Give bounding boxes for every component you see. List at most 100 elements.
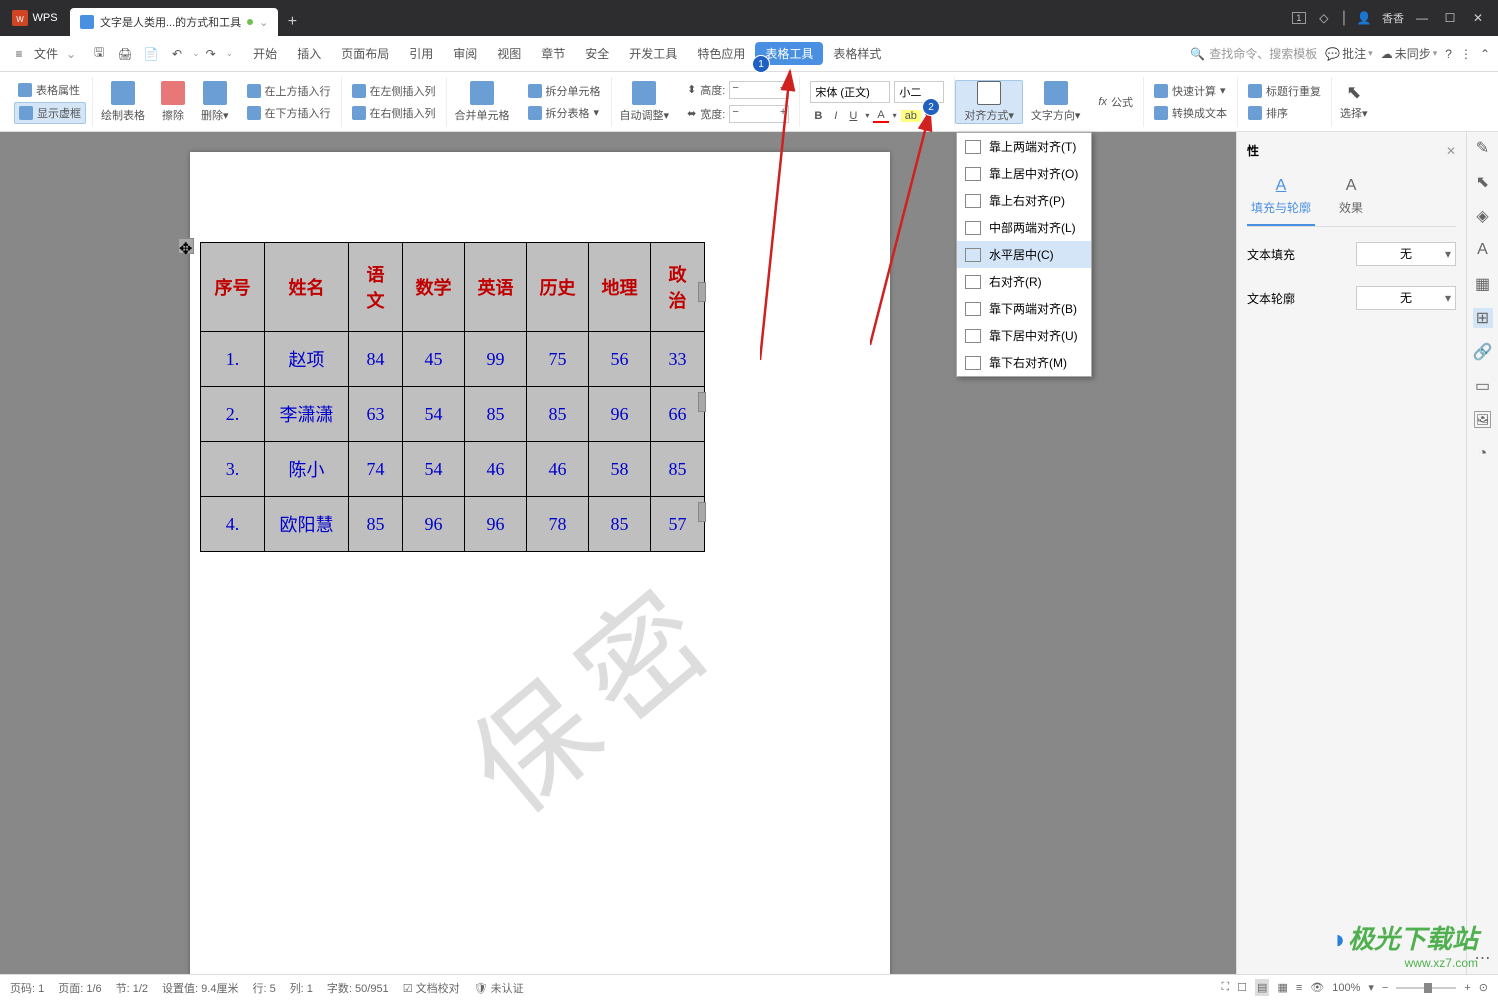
fill-outline-tab[interactable]: A 填充与轮廓 bbox=[1247, 169, 1315, 226]
zoom-label[interactable]: 100% bbox=[1332, 982, 1360, 994]
table-cell[interactable]: 78 bbox=[527, 497, 589, 552]
font-color-button[interactable]: A bbox=[873, 109, 888, 123]
formula-button[interactable]: fx 公式 bbox=[1094, 92, 1137, 112]
page-number[interactable]: 页码: 1 bbox=[10, 980, 44, 996]
grid-icon[interactable]: ▦ bbox=[1473, 274, 1493, 294]
text-a-icon[interactable]: A bbox=[1473, 240, 1493, 260]
table-cell[interactable]: 99 bbox=[465, 332, 527, 387]
table-cell[interactable]: 46 bbox=[527, 442, 589, 497]
draw-table-button[interactable]: 绘制表格 bbox=[93, 81, 153, 123]
table-cell[interactable]: 96 bbox=[589, 387, 651, 442]
sync-button[interactable]: ☁ 未同步 ▾ bbox=[1381, 45, 1438, 62]
align-option[interactable]: 右对齐(R) bbox=[957, 268, 1091, 295]
highlight-button[interactable]: ab bbox=[901, 110, 921, 122]
bold-button[interactable]: B bbox=[810, 110, 826, 122]
auto-adjust-button[interactable]: 自动调整▾ bbox=[612, 81, 678, 123]
table-cell[interactable]: 46 bbox=[465, 442, 527, 497]
view3-button[interactable]: ▦ bbox=[1277, 981, 1287, 994]
menu-开始[interactable]: 开始 bbox=[243, 36, 287, 71]
zoom-slider[interactable] bbox=[1396, 987, 1456, 989]
underline-button[interactable]: U bbox=[845, 110, 861, 122]
table-handle[interactable]: ✥ bbox=[178, 238, 194, 254]
help-button[interactable]: ? bbox=[1445, 47, 1452, 61]
cert-status[interactable]: 🛡 未认证 bbox=[474, 980, 524, 996]
text-fill-select[interactable]: 无 bbox=[1356, 242, 1456, 266]
menu-页面布局[interactable]: 页面布局 bbox=[331, 36, 399, 71]
height-field[interactable]: ⬍高度:−+ bbox=[683, 79, 793, 101]
table-cell[interactable]: 欧阳慧 bbox=[265, 497, 349, 552]
table-cell[interactable]: 85 bbox=[527, 387, 589, 442]
menu-插入[interactable]: 插入 bbox=[287, 36, 331, 71]
table-cell[interactable]: 84 bbox=[349, 332, 403, 387]
table-cell[interactable]: 58 bbox=[589, 442, 651, 497]
page-count[interactable]: 页面: 1/6 bbox=[58, 980, 101, 996]
table-cell[interactable]: 56 bbox=[589, 332, 651, 387]
panel-close-button[interactable]: ✕ bbox=[1446, 144, 1456, 158]
table-header-cell[interactable]: 语文 bbox=[349, 243, 403, 332]
table-cell[interactable]: 4. bbox=[201, 497, 265, 552]
menu-安全[interactable]: 安全 bbox=[575, 36, 619, 71]
menu-审阅[interactable]: 审阅 bbox=[443, 36, 487, 71]
table-cell[interactable]: 74 bbox=[349, 442, 403, 497]
show-frame-button[interactable]: 显示虚框 bbox=[14, 102, 86, 124]
collapse-button[interactable]: ⌃ bbox=[1480, 47, 1490, 61]
table-cell[interactable]: 66 bbox=[651, 387, 705, 442]
box-icon[interactable]: 1 bbox=[1292, 12, 1306, 24]
delete-button[interactable]: 删除▾ bbox=[193, 81, 237, 123]
word-count[interactable]: 字数: 50/951 bbox=[327, 980, 389, 996]
table-handle-r3[interactable] bbox=[698, 502, 706, 522]
table-row[interactable]: 1.赵项844599755633 bbox=[201, 332, 705, 387]
add-tab-button[interactable]: + bbox=[278, 8, 306, 36]
redo-icon[interactable]: ↷ bbox=[200, 43, 222, 65]
align-option[interactable]: 靠下右对齐(M) bbox=[957, 349, 1091, 376]
table-cell[interactable]: 85 bbox=[349, 497, 403, 552]
italic-button[interactable]: I bbox=[830, 110, 841, 122]
table-cell[interactable]: 2. bbox=[201, 387, 265, 442]
font-select[interactable] bbox=[810, 81, 890, 103]
table-header-cell[interactable]: 地理 bbox=[589, 243, 651, 332]
save-icon[interactable]: 🖫 bbox=[88, 43, 110, 65]
table-header-cell[interactable]: 数学 bbox=[403, 243, 465, 332]
preview-icon[interactable]: 📄 bbox=[140, 43, 162, 65]
align-button[interactable]: 对齐方式▾ bbox=[955, 80, 1023, 124]
table-cell[interactable]: 赵项 bbox=[265, 332, 349, 387]
align-option[interactable]: 靠下两端对齐(B) bbox=[957, 295, 1091, 322]
print-icon[interactable]: 🖨 bbox=[114, 43, 136, 65]
table-cell[interactable]: 54 bbox=[403, 442, 465, 497]
align-option[interactable]: 靠上右对齐(P) bbox=[957, 187, 1091, 214]
table-cell[interactable]: 3. bbox=[201, 442, 265, 497]
table-props-button[interactable]: 表格属性 bbox=[14, 80, 86, 100]
redo-chevron[interactable]: ⌄ bbox=[226, 48, 234, 59]
zoom-in-button[interactable]: + bbox=[1464, 982, 1470, 994]
table-cell[interactable]: 57 bbox=[651, 497, 705, 552]
table-cell[interactable]: 33 bbox=[651, 332, 705, 387]
undo-chevron[interactable]: ⌄ bbox=[192, 48, 200, 59]
table-cell[interactable]: 63 bbox=[349, 387, 403, 442]
erase-button[interactable]: 擦除 bbox=[153, 81, 193, 123]
badge-icon[interactable]: ◇ bbox=[1314, 8, 1334, 28]
zoom-chevron[interactable]: ▾ bbox=[1368, 981, 1374, 994]
doc-check[interactable]: ☑ 文档校对 bbox=[403, 980, 460, 996]
tab-chevron-icon[interactable]: ⌄ bbox=[259, 16, 268, 29]
menu-视图[interactable]: 视图 bbox=[487, 36, 531, 71]
table-row[interactable]: 3.陈小745446465885 bbox=[201, 442, 705, 497]
more-button[interactable]: ⋮ bbox=[1460, 47, 1472, 61]
menu-表格样式[interactable]: 表格样式 bbox=[823, 36, 891, 71]
menu-章节[interactable]: 章节 bbox=[531, 36, 575, 71]
position[interactable]: 设置值: 9.4厘米 bbox=[162, 980, 238, 996]
maximize-button[interactable]: ☐ bbox=[1440, 8, 1460, 28]
table-cell[interactable]: 李潇潇 bbox=[265, 387, 349, 442]
table-cell[interactable]: 45 bbox=[403, 332, 465, 387]
table-cell[interactable]: 75 bbox=[527, 332, 589, 387]
align-option[interactable]: 靠下居中对齐(U) bbox=[957, 322, 1091, 349]
align-option[interactable]: 水平居中(C) bbox=[957, 241, 1091, 268]
text-direction-button[interactable]: 文字方向▾ bbox=[1023, 81, 1089, 123]
table-handle-r1[interactable] bbox=[698, 282, 706, 302]
table-cell[interactable]: 96 bbox=[403, 497, 465, 552]
expand-button[interactable]: ⊙ bbox=[1479, 981, 1488, 994]
row[interactable]: 行: 5 bbox=[252, 980, 275, 996]
to-text-button[interactable]: 转换成文本 bbox=[1150, 103, 1231, 123]
menu-引用[interactable]: 引用 bbox=[399, 36, 443, 71]
table-cell[interactable]: 85 bbox=[651, 442, 705, 497]
pen-icon[interactable]: ✎ bbox=[1473, 138, 1493, 158]
